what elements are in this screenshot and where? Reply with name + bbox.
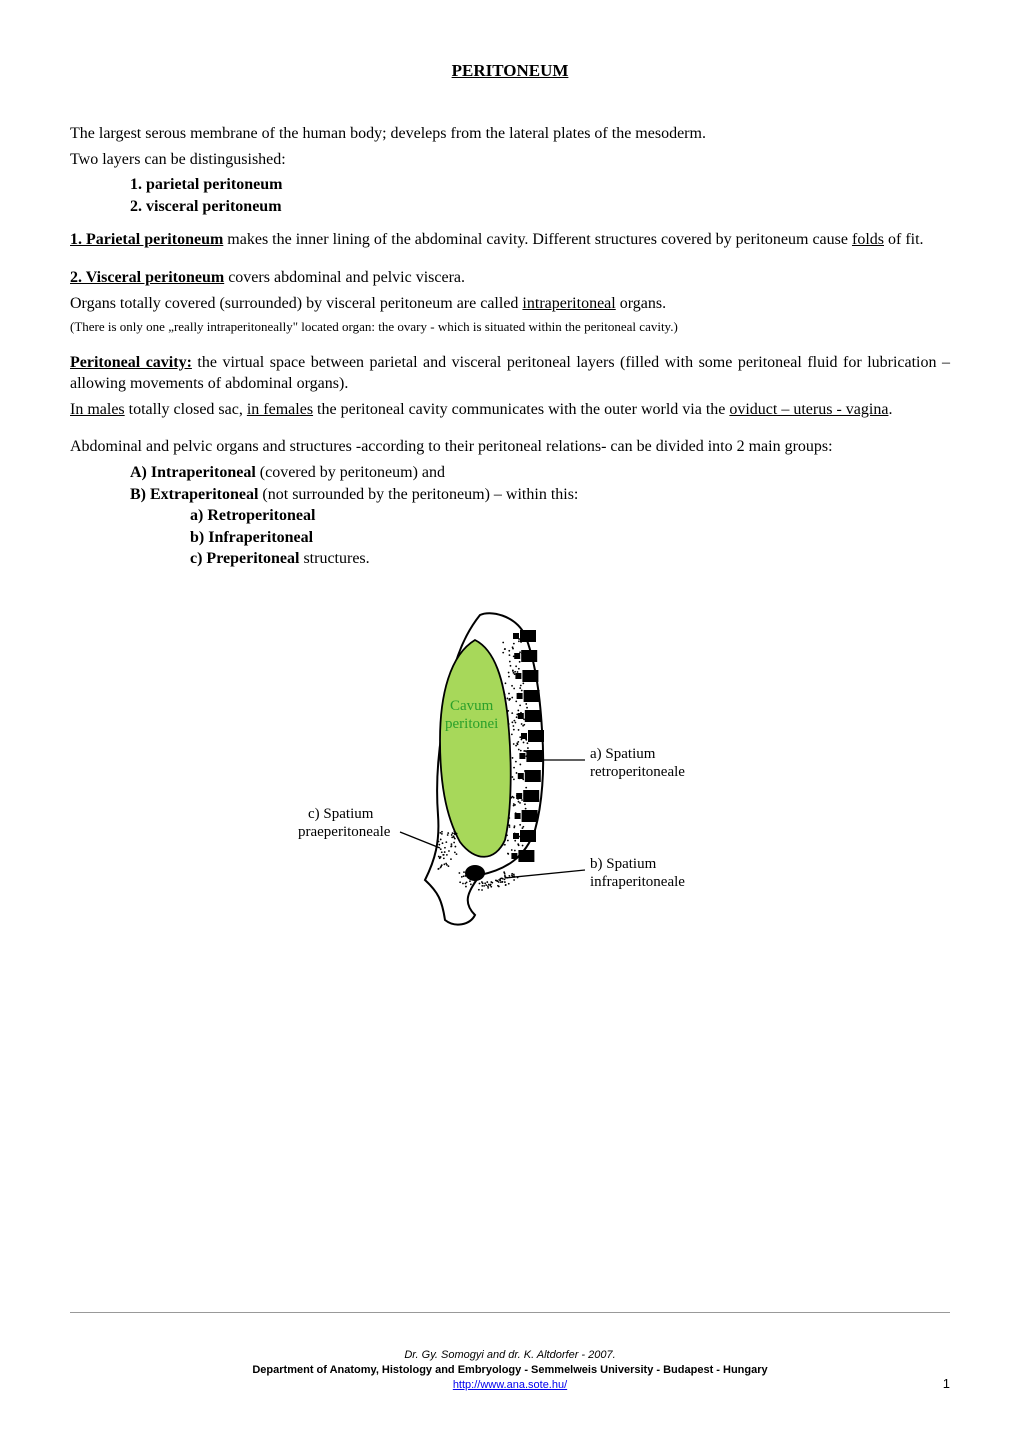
intro-line1: The largest serous membrane of the human… [70,123,950,145]
group-a: A) Intraperitoneal (covered by peritoneu… [70,462,950,484]
svg-text:c) Spatium: c) Spatium [308,806,374,822]
cavity-tail: . [888,401,892,418]
cavity-para2: In males totally closed sac, in females … [70,399,950,421]
group-sub-c-bold: c) Preperitoneal [190,550,299,567]
section-visceral-heading: 2. Visceral peritoneum [70,269,224,286]
groups-intro: Abdominal and pelvic organs and structur… [70,436,950,458]
page-footer: Dr. Gy. Somogyi and dr. K. Altdorfer - 2… [0,1348,1020,1393]
visceral-intra: intraperitoneal [522,295,615,312]
cavity-females: in females [247,401,313,418]
footer-url-link[interactable]: http://www.ana.sote.hu/ [453,1379,567,1391]
section-visceral-line2: Organs totally covered (surrounded) by v… [70,293,950,315]
footer-line1: Dr. Gy. Somogyi and dr. K. Altdorfer - 2… [0,1348,1020,1363]
section-visceral: 2. Visceral peritoneum covers abdominal … [70,267,950,289]
peritoneum-diagram: Cavum peritonei a) Spatium retroperitoneale… [290,600,730,947]
group-b: B) Extraperitoneal (not surrounded by th… [70,484,950,506]
cavity-males: In males [70,401,125,418]
footer-rule [70,1312,950,1313]
group-sub-c: c) Preperitoneal structures. [70,548,950,570]
group-a-rest: (covered by peritoneum) and [256,464,445,481]
group-sub-b: b) Infraperitoneal [70,527,950,549]
visceral-note: (There is only one „really intraperitone… [70,318,950,336]
section-parietal-folds: folds [852,231,884,248]
cavity-para1: Peritoneal cavity: the virtual space bet… [70,352,950,395]
section-visceral-text: covers abdominal and pelvic viscera. [224,269,465,286]
footer-line2: Department of Anatomy, Histology and Emb… [0,1363,1020,1378]
svg-text:infraperitoneale: infraperitoneale [590,874,685,890]
visceral-line2a: Organs totally covered (surrounded) by v… [70,295,522,312]
group-sub-c-rest: structures. [299,550,369,567]
cavity-rest: the virtual space between parietal and v… [70,354,950,393]
page-number: 1 [943,1375,950,1393]
section-parietal-tail: of fit. [884,231,924,248]
intro-bullet-1: 1. parietal peritoneum [70,174,950,196]
visceral-line2b: organs. [616,295,666,312]
group-a-bold: A) Intraperitoneal [130,464,256,481]
svg-text:Cavum: Cavum [450,698,494,714]
diagram-svg: Cavum peritonei a) Spatium retroperitoneale… [290,600,730,940]
svg-text:retroperitoneale: retroperitoneale [590,764,685,780]
cavity-mid2: the peritoneal cavity communicates with … [313,401,729,418]
svg-text:peritonei: peritonei [445,716,498,732]
group-b-rest: (not surrounded by the peritoneum) – wit… [258,486,578,503]
svg-text:b) Spatium: b) Spatium [590,856,657,872]
intro-bullet-2: 2. visceral peritoneum [70,196,950,218]
section-parietal-text: makes the inner lining of the abdominal … [223,231,852,248]
svg-text:praeperitoneale: praeperitoneale [298,824,391,840]
cavity-mid1: totally closed sac, [125,401,247,418]
section-parietal: 1. Parietal peritoneum makes the inner l… [70,229,950,251]
diagram-container: Cavum peritonei a) Spatium retroperitoneale… [70,600,950,947]
page-title: PERITONEUM [70,60,950,83]
cavity-oviduct: oviduct – uterus - vagina [729,401,888,418]
svg-text:a) Spatium: a) Spatium [590,746,656,762]
cavity-heading: Peritoneal cavity: [70,354,192,371]
group-b-bold: B) Extraperitoneal [130,486,258,503]
group-sub-a: a) Retroperitoneal [70,505,950,527]
intro-line2: Two layers can be distingusished: [70,149,950,171]
section-parietal-heading: 1. Parietal peritoneum [70,231,223,248]
